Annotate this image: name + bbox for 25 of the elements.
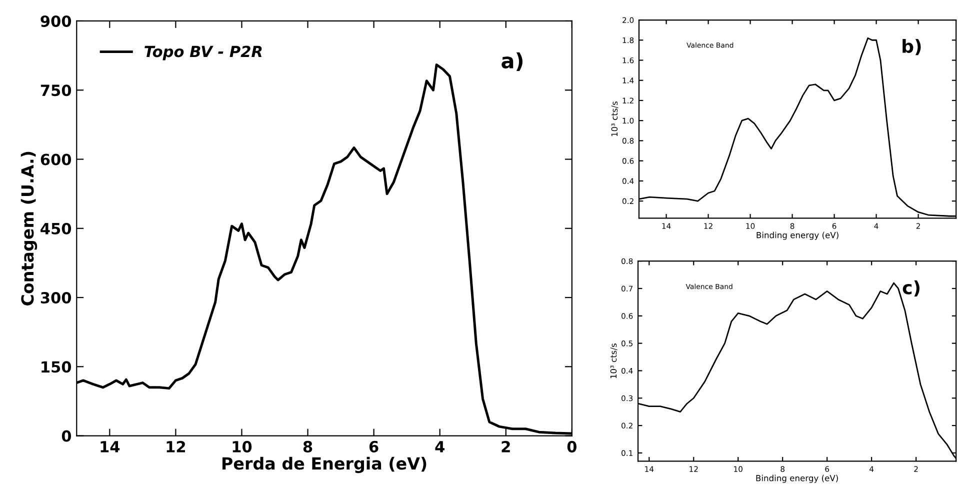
y-axis-title: 10³ cts/s	[610, 344, 618, 378]
annotation: c)	[902, 280, 920, 296]
x-tick-label: 8	[303, 440, 312, 452]
x-tick-label: 4	[435, 441, 444, 452]
x-axis-title: Binding energy (eV)	[756, 474, 838, 483]
legend-label: Topo BV - P2R	[144, 46, 262, 60]
x-tick-label: 10	[232, 440, 252, 452]
annotation: b)	[902, 39, 921, 56]
x-tick-label: 12	[166, 440, 185, 452]
y-axis-title: 10³ cts/s	[611, 102, 618, 136]
x-tick-label: 2	[502, 440, 510, 452]
x-tick-label: 14	[100, 441, 120, 452]
annotation: a)	[502, 52, 522, 71]
x-tick-label: 0	[567, 440, 577, 452]
y-tick-label: 150	[42, 361, 72, 373]
y-tick-label: 900	[40, 15, 72, 28]
x-axis-title: Binding energy (eV)	[756, 232, 838, 240]
y-tick-label: 300	[40, 292, 72, 304]
y-tick-label: 750	[40, 84, 72, 96]
x-axis-title: Perda de Energia (eV)	[222, 456, 426, 474]
y-tick-label: 0	[62, 430, 72, 442]
y-axis-title: Contagem (U.A.)	[20, 152, 38, 306]
y-tick-label: 450	[40, 222, 72, 234]
x-tick-label: 6	[369, 440, 378, 452]
y-tick-label: 600	[40, 154, 72, 166]
